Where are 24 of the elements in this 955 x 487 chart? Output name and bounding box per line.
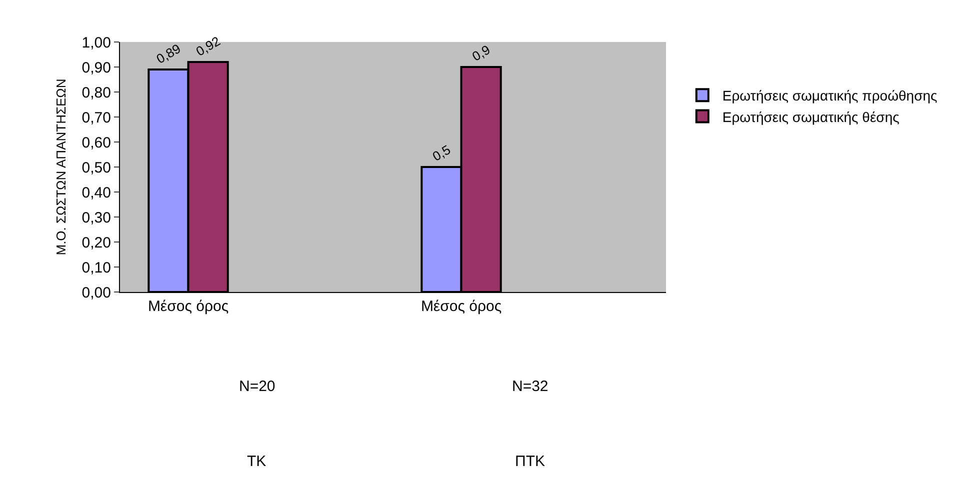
- y-tick-label: 0,60: [82, 134, 111, 152]
- y-tick-label: 0,70: [82, 109, 111, 126]
- y-tick-label: 0,40: [82, 184, 111, 202]
- y-tick-label: 0,10: [82, 259, 111, 276]
- y-tick-label: 0,30: [82, 209, 111, 226]
- legend-label: Ερωτήσεις σωματικής θέσης: [722, 108, 900, 125]
- text: N=32: [512, 378, 548, 395]
- y-tick-label: 0,20: [82, 234, 111, 252]
- data-label: 0,5: [430, 142, 454, 164]
- data-label: 0,92: [193, 33, 223, 59]
- text: N=20: [239, 378, 276, 395]
- y-tick-label: 0,00: [82, 284, 111, 302]
- x-tick-label: Μέσος όρος: [148, 298, 229, 315]
- data-label: 0,89: [154, 40, 184, 66]
- text: ΠΤΚ: [515, 453, 545, 470]
- y-axis-title: Μ.Ο. ΣΩΣΤΩΝ ΑΠΑΝΤΗΣΕΩΝ: [54, 78, 69, 256]
- y-tick-label: 0,90: [82, 59, 111, 76]
- y-tick-label: 1,00: [82, 34, 111, 52]
- legend-label: Ερωτήσεις σωματικής προώθησης: [722, 88, 938, 104]
- y-tick-label: 0,50: [82, 159, 111, 176]
- x-tick-label: Μέσος όρος: [420, 298, 502, 315]
- text: ΤΚ: [247, 453, 266, 470]
- y-tick-label: 0,80: [82, 84, 111, 102]
- data-label: 0,9: [469, 42, 493, 64]
